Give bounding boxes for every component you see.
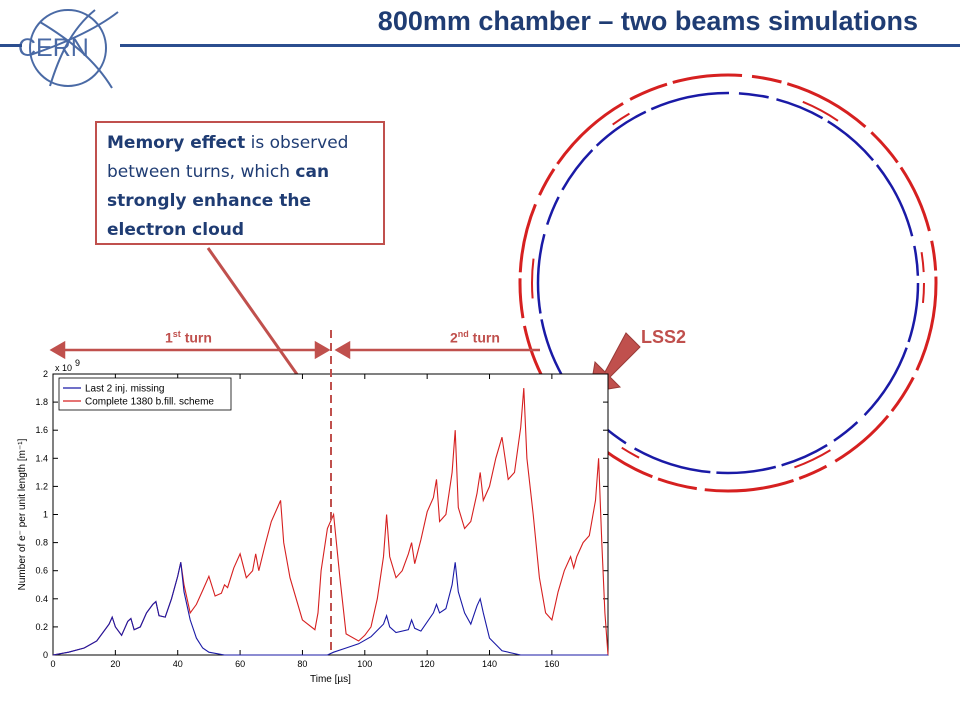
x-tick-label: 20 — [110, 659, 120, 669]
lss2-label: LSS2 — [641, 327, 687, 347]
y-axis-label: Number of e⁻ per unit length [m⁻¹] — [17, 438, 28, 590]
x-tick-label: 80 — [297, 659, 307, 669]
legend-entry: Last 2 inj. missing — [85, 384, 164, 395]
first-turn-label: 1st turn — [165, 329, 212, 346]
y-tick-label: 0.6 — [35, 566, 48, 576]
header-rule-right — [120, 44, 960, 47]
x-tick-label: 100 — [357, 659, 372, 669]
second-turn-label: 2nd turn — [450, 329, 500, 346]
accelerator-ring-diagram — [518, 73, 938, 493]
chart-electron-density: 0 20 40 60 80 100 120 140 160 0 0.2 0.4 0.6 0.8 1 1.2 1.… — [17, 358, 609, 685]
x-tick-label: 140 — [482, 659, 497, 669]
x-axis-label: Time [µs] — [310, 674, 351, 685]
ring-outer-red — [518, 73, 938, 493]
y-multiplier-exponent: 9 — [75, 358, 80, 368]
y-tick-label: 0 — [43, 650, 48, 660]
ring-inner-red — [531, 86, 925, 480]
memory-effect-callout: Memory effect is observed between turns,… — [95, 121, 385, 245]
legend-entry: Complete 1380 b.fill. scheme — [85, 397, 214, 408]
x-tick-label: 0 — [50, 659, 55, 669]
y-tick-label: 1.6 — [35, 425, 48, 435]
cern-logo-icon — [29, 9, 119, 89]
callout-text-2: is observed between turns, which — [107, 133, 349, 182]
cern-logo-text: CERN — [18, 34, 89, 62]
page-title: 800mm chamber – two beams simulations — [377, 6, 918, 36]
y-tick-label: 2 — [43, 369, 48, 379]
callout-bold-1: Memory effect — [107, 133, 246, 153]
legend-box — [58, 377, 232, 411]
y-tick-label: 0.4 — [35, 594, 48, 604]
y-multiplier-label: x 10 — [55, 363, 72, 373]
y-tick-label: 1 — [43, 510, 48, 520]
callout-bold-3: can strongly enhance the electron cloud — [107, 162, 330, 240]
y-tick-label: 0.8 — [35, 538, 48, 548]
turn-arrows — [49, 340, 540, 360]
x-tick-label: 60 — [235, 659, 245, 669]
ring-inner-blue — [536, 91, 920, 475]
y-tick-label: 1.8 — [35, 397, 48, 407]
y-tick-label: 0.2 — [35, 622, 48, 632]
y-tick-label: 1.4 — [35, 453, 48, 463]
y-tick-label: 1.2 — [35, 481, 48, 491]
x-tick-label: 120 — [420, 659, 435, 669]
series-line-last-2-inj-missing — [52, 562, 608, 656]
header-rule-left — [0, 44, 22, 47]
x-tick-label: 40 — [173, 659, 183, 669]
x-tick-label: 160 — [544, 659, 559, 669]
